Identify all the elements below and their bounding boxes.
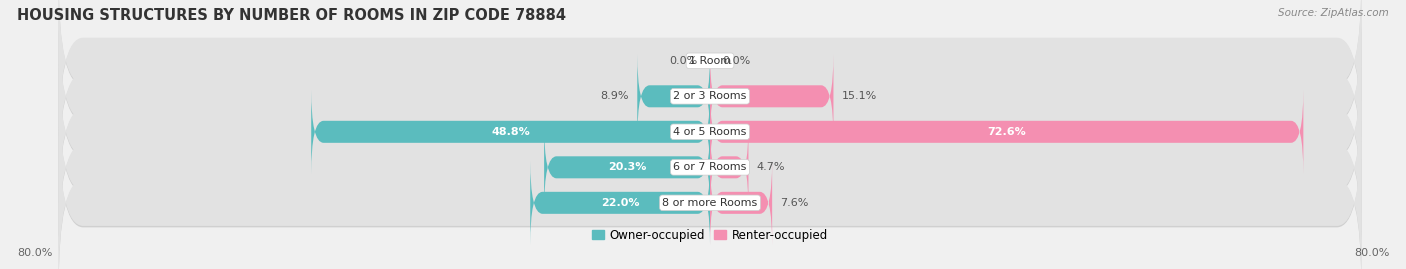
Text: 48.8%: 48.8% bbox=[491, 127, 530, 137]
Text: 7.6%: 7.6% bbox=[780, 198, 808, 208]
Text: 8.9%: 8.9% bbox=[600, 91, 628, 101]
Text: 1 Room: 1 Room bbox=[689, 56, 731, 66]
Text: 8 or more Rooms: 8 or more Rooms bbox=[662, 198, 758, 208]
FancyBboxPatch shape bbox=[637, 54, 710, 139]
FancyBboxPatch shape bbox=[59, 0, 1361, 146]
FancyBboxPatch shape bbox=[59, 84, 1361, 251]
Text: 15.1%: 15.1% bbox=[842, 91, 877, 101]
Text: 4.7%: 4.7% bbox=[756, 162, 785, 172]
FancyBboxPatch shape bbox=[544, 125, 710, 210]
Text: 80.0%: 80.0% bbox=[17, 248, 52, 258]
Text: 6 or 7 Rooms: 6 or 7 Rooms bbox=[673, 162, 747, 172]
Text: 2 or 3 Rooms: 2 or 3 Rooms bbox=[673, 91, 747, 101]
Text: 4 or 5 Rooms: 4 or 5 Rooms bbox=[673, 127, 747, 137]
FancyBboxPatch shape bbox=[59, 14, 1361, 181]
Text: 0.0%: 0.0% bbox=[669, 56, 697, 66]
Text: 72.6%: 72.6% bbox=[987, 127, 1026, 137]
FancyBboxPatch shape bbox=[59, 0, 1361, 144]
FancyBboxPatch shape bbox=[530, 161, 710, 245]
FancyBboxPatch shape bbox=[710, 90, 1303, 174]
FancyBboxPatch shape bbox=[59, 119, 1361, 269]
FancyBboxPatch shape bbox=[710, 54, 834, 139]
FancyBboxPatch shape bbox=[710, 161, 772, 245]
FancyBboxPatch shape bbox=[59, 85, 1361, 252]
Text: 80.0%: 80.0% bbox=[1354, 248, 1389, 258]
Text: Source: ZipAtlas.com: Source: ZipAtlas.com bbox=[1278, 8, 1389, 18]
Text: 20.3%: 20.3% bbox=[607, 162, 647, 172]
FancyBboxPatch shape bbox=[710, 125, 748, 210]
Text: 0.0%: 0.0% bbox=[723, 56, 751, 66]
FancyBboxPatch shape bbox=[59, 48, 1361, 215]
FancyBboxPatch shape bbox=[59, 50, 1361, 217]
Legend: Owner-occupied, Renter-occupied: Owner-occupied, Renter-occupied bbox=[586, 224, 834, 247]
FancyBboxPatch shape bbox=[59, 121, 1361, 269]
Text: HOUSING STRUCTURES BY NUMBER OF ROOMS IN ZIP CODE 78884: HOUSING STRUCTURES BY NUMBER OF ROOMS IN… bbox=[17, 8, 565, 23]
Text: 22.0%: 22.0% bbox=[600, 198, 640, 208]
FancyBboxPatch shape bbox=[311, 90, 710, 174]
FancyBboxPatch shape bbox=[59, 13, 1361, 180]
